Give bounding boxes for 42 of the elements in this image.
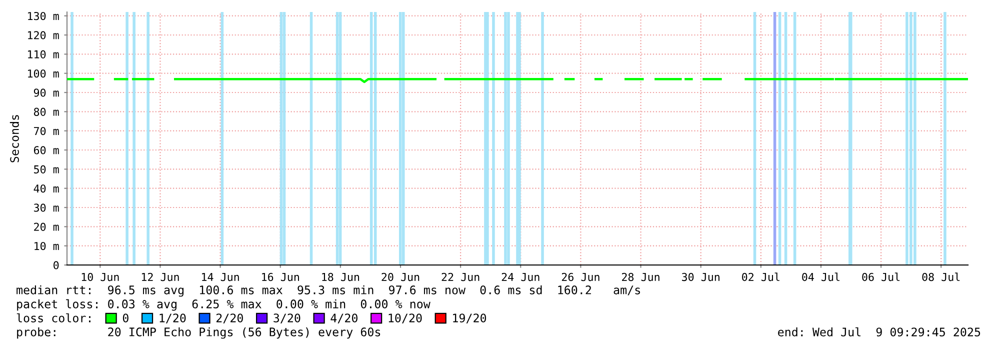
x-tick-label: 06 Jul bbox=[862, 272, 900, 282]
text: end: Wed Jul 9 09:29:45 2025 bbox=[778, 327, 980, 336]
x-tick-label: 24 Jun bbox=[502, 272, 540, 282]
x-tick-label: 16 Jun bbox=[262, 272, 299, 282]
x-tick-label: 08 Jul bbox=[922, 272, 960, 282]
legend-label: 0 bbox=[122, 314, 128, 322]
y-tick-label: 80 m bbox=[34, 108, 59, 116]
y-tick-label: 130 m bbox=[28, 12, 59, 20]
y-tick-label: 20 m bbox=[34, 222, 59, 231]
y-tick-label: 110 m bbox=[28, 50, 59, 58]
x-tick-label: 18 Jun bbox=[322, 272, 360, 282]
y-axis-title: Seconds bbox=[10, 115, 19, 162]
y-tick-label: 40 m bbox=[34, 184, 59, 193]
x-tick-label: 10 Jun bbox=[82, 272, 119, 282]
legend-label: 3/20 bbox=[274, 314, 300, 324]
y-tick-label: 70 m bbox=[34, 126, 59, 136]
legend-title: loss color: bbox=[16, 313, 90, 322]
legend-label: 1/20 bbox=[160, 314, 186, 324]
x-tick-label: 20 Jun bbox=[382, 272, 420, 282]
y-tick-label: 50 m bbox=[34, 165, 59, 174]
text: probe: 20 ICMP Echo Pings (56 Bytes) every 60s bbox=[17, 327, 380, 339]
y-tick-label: 0 bbox=[54, 261, 59, 270]
x-tick-label: 04 Jul bbox=[802, 272, 840, 282]
x-tick-label: 12 Jun bbox=[142, 272, 179, 282]
x-tick-label: 14 Jun bbox=[202, 273, 239, 282]
y-tick-label: 10 m bbox=[34, 242, 59, 250]
text: packet loss: 0.03 % avg 6.25 % max 0.00 % min 0.00 % now bbox=[17, 299, 430, 311]
legend-label: 4/20 bbox=[330, 314, 358, 324]
x-tick-label: 22 Jun bbox=[442, 272, 480, 282]
y-tick-label: 60 m bbox=[34, 146, 59, 154]
legend-label: 19/20 bbox=[453, 314, 486, 324]
y-tick-label: 90 m bbox=[34, 88, 59, 97]
legend-label: 2/20 bbox=[216, 314, 243, 324]
y-tick-label: 120 m bbox=[28, 31, 59, 40]
text: median rtt: 96.5 ms avg 100.6 ms max 95.3 ms min 97.6 ms now 0.6 ms sd 160.2 am/s bbox=[16, 285, 640, 297]
y-tick-label: 100 m bbox=[28, 69, 59, 78]
x-tick-label: 30 Jun bbox=[682, 272, 720, 282]
x-tick-label: 02 Jul bbox=[742, 272, 780, 282]
x-tick-label: 28 Jun bbox=[622, 272, 660, 282]
y-tick-label: 30 m bbox=[34, 204, 59, 212]
legend-label: 10/20 bbox=[388, 314, 422, 324]
x-tick-label: 26 Jun bbox=[562, 272, 600, 282]
